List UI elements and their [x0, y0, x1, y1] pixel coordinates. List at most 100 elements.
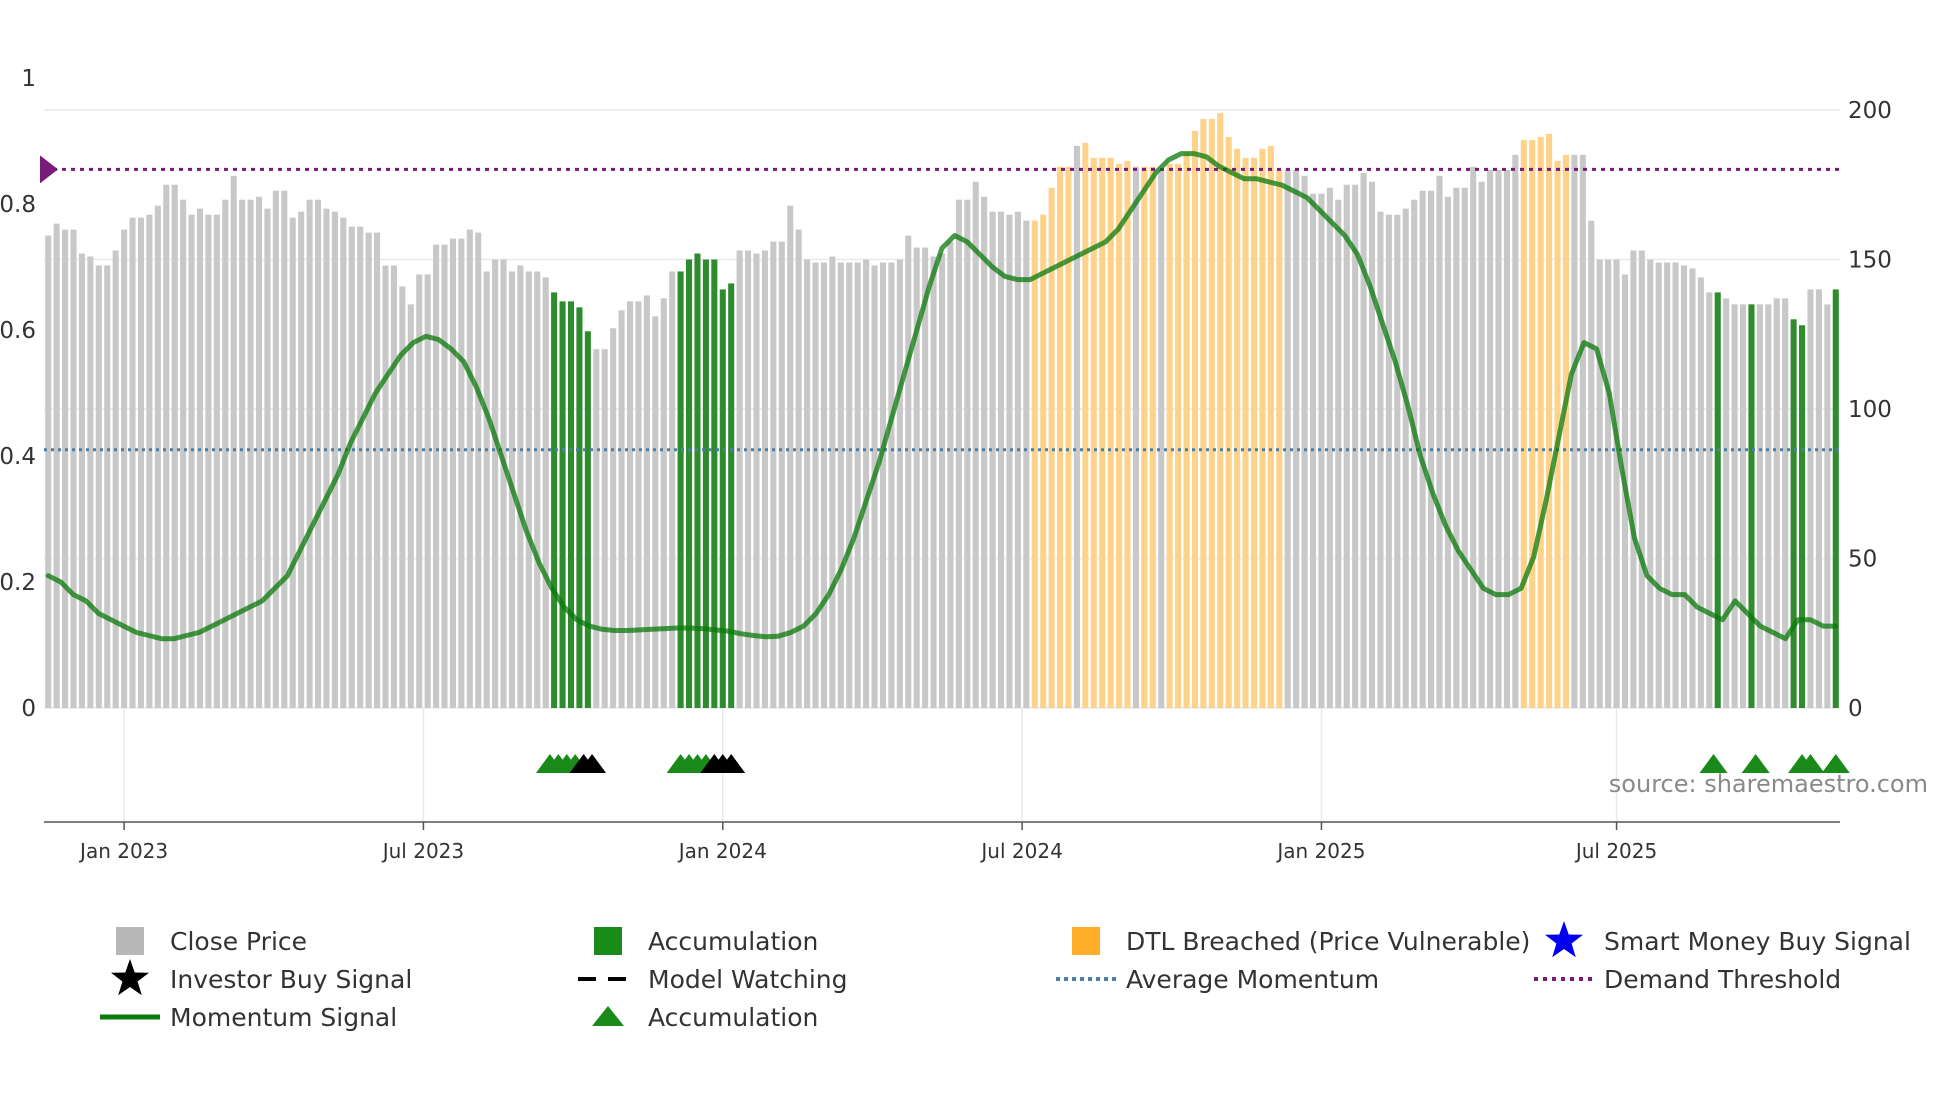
- dtl-breached-bar: [1082, 142, 1089, 708]
- close-price-bar: [593, 349, 600, 708]
- close-price-bar: [1495, 169, 1502, 709]
- close-price-bar: [1782, 298, 1789, 708]
- left-axis-tick-label: 0.4: [0, 444, 36, 470]
- legend-label: Investor Buy Signal: [170, 965, 412, 994]
- close-price-bar: [618, 310, 625, 708]
- dtl-breached-bar: [1250, 157, 1258, 709]
- close-price-bar: [357, 226, 364, 709]
- close-price-bar: [1318, 193, 1325, 709]
- axes: 0 0.2 0.4 0.6 0.8 1 0 50 100 150 200 Jan 2023 Jul 20…: [0, 66, 1892, 863]
- close-price-bar: [365, 232, 372, 708]
- close-price-bar: [1579, 154, 1586, 709]
- legend-item: Demand Threshold: [1534, 965, 1841, 994]
- close-price-bar: [829, 256, 836, 708]
- close-price-bar: [1014, 211, 1021, 708]
- close-price-bar: [1596, 259, 1603, 708]
- close-price-bar: [255, 196, 263, 708]
- close-price-bar: [1571, 154, 1578, 709]
- demand-threshold-marker: [40, 155, 58, 184]
- close-price-bar: [643, 295, 650, 708]
- dtl-breached-bar: [1529, 139, 1536, 708]
- close-price-bar: [652, 316, 659, 708]
- close-price-bar: [95, 265, 102, 708]
- close-price-bar: [298, 211, 305, 708]
- legend-label: Average Momentum: [1126, 965, 1379, 994]
- close-price-bar: [1689, 268, 1696, 708]
- close-price-bar: [239, 199, 246, 708]
- dtl-breached-bar: [1149, 166, 1156, 708]
- close-price-bar: [1385, 214, 1392, 708]
- legend-label: Momentum Signal: [170, 1003, 397, 1032]
- accumulation-bar: [576, 307, 583, 708]
- close-price-bar: [997, 211, 1005, 708]
- close-price-bar: [525, 271, 532, 708]
- close-price-bar: [989, 211, 996, 708]
- close-price-bar: [1503, 169, 1510, 709]
- dtl-breached-bar: [1175, 163, 1182, 708]
- accumulation-bar: [551, 292, 558, 708]
- dtl-breached-bar: [1225, 136, 1232, 708]
- close-price-bar: [348, 226, 355, 709]
- triangle-icon: [592, 1006, 624, 1026]
- left-axis-tick-label: 1: [21, 66, 36, 92]
- investor-buy-marker: [717, 754, 746, 773]
- close-price-bar: [635, 301, 642, 708]
- close-price-bar: [1605, 259, 1612, 708]
- dtl-breached-bar: [1141, 166, 1148, 708]
- legend-label: Smart Money Buy Signal: [1604, 927, 1911, 956]
- close-price-bar: [1360, 172, 1367, 709]
- close-price-bar: [247, 199, 254, 708]
- close-price-bar: [1824, 304, 1831, 708]
- close-price-bar: [382, 265, 389, 708]
- close-price-bar: [660, 298, 667, 708]
- close-price-bar: [441, 244, 448, 709]
- close-price-bar: [905, 235, 912, 708]
- legend-label: DTL Breached (Price Vulnerable): [1126, 927, 1530, 956]
- close-price-bar: [289, 217, 296, 708]
- accumulation-marker: [1821, 754, 1850, 773]
- price-bars: [45, 112, 1839, 709]
- close-price-bar: [922, 247, 929, 709]
- dtl-breached-bar: [1200, 118, 1207, 709]
- close-price-bar: [492, 259, 499, 708]
- legend-label: Model Watching: [648, 965, 848, 994]
- dtl-breached-bar: [1031, 220, 1038, 708]
- dtl-breached-bar: [1259, 148, 1266, 708]
- right-axis-tick-label: 200: [1848, 98, 1892, 124]
- close-price-bar: [1815, 289, 1822, 708]
- close-price-bar: [1394, 214, 1401, 708]
- accumulation-bar: [567, 301, 575, 708]
- dtl-breached-bar: [1546, 133, 1553, 709]
- dtl-breached-bar: [1191, 130, 1198, 708]
- close-price-bar: [331, 211, 338, 708]
- close-price-bar: [761, 250, 768, 708]
- close-price-bar: [1073, 145, 1080, 708]
- close-price-bar: [458, 238, 465, 708]
- dtl-breached-bar: [1099, 157, 1106, 709]
- signal-markers: [535, 754, 1850, 773]
- close-price-bar: [888, 262, 895, 708]
- accumulation-bar: [584, 331, 591, 708]
- close-price-bar: [787, 205, 794, 708]
- close-price-bar: [483, 271, 490, 708]
- close-price-bar: [863, 259, 870, 708]
- dtl-breached-bar: [1217, 112, 1224, 709]
- close-price-bar: [542, 277, 549, 708]
- dtl-breached-bar: [1562, 154, 1569, 709]
- legend-item: Close Price: [116, 927, 307, 956]
- close-price-bar: [180, 199, 187, 708]
- close-price-bar: [205, 214, 212, 708]
- legend-label: Accumulation: [648, 927, 818, 956]
- right-axis-tick-label: 150: [1848, 248, 1892, 274]
- star-icon: [111, 959, 149, 996]
- accumulation-bar: [559, 301, 566, 708]
- close-price-bar: [871, 265, 878, 708]
- close-price-bar: [171, 184, 178, 708]
- left-axis-tick-label: 0.2: [0, 570, 36, 596]
- close-price-bar: [323, 208, 330, 709]
- x-axis-tick-label: Jan 2023: [78, 839, 168, 863]
- close-price-bar: [669, 271, 676, 708]
- close-price-bar: [795, 229, 802, 708]
- close-price-bar: [230, 175, 237, 708]
- legend-swatch-close-price: [116, 927, 144, 955]
